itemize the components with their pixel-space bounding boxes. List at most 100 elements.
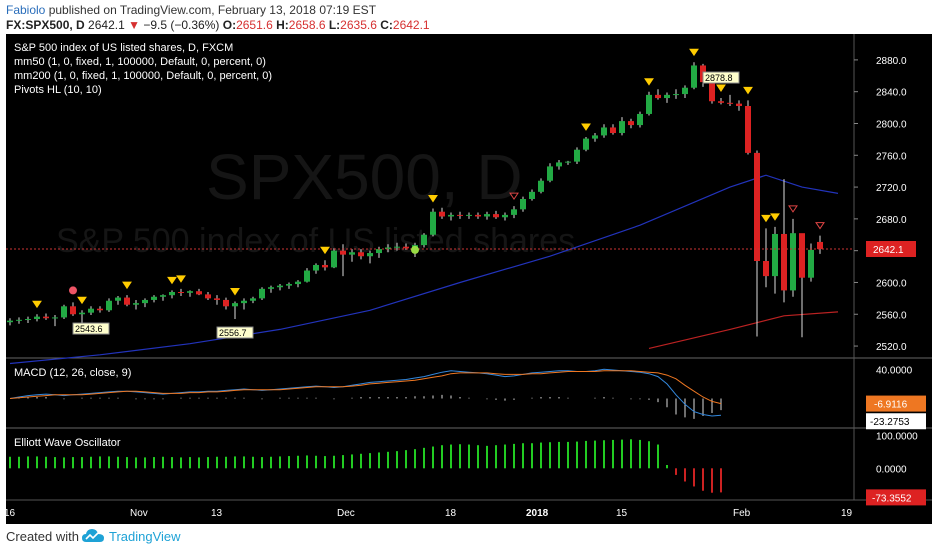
watermark-description: S&P 500 index of US listed shares: [56, 222, 575, 260]
author-link[interactable]: Fabiolo: [6, 3, 46, 17]
price-tick-label: 2600.0: [876, 278, 907, 289]
candle-up: [772, 233, 778, 277]
tradingview-brand[interactable]: TradingView: [109, 529, 181, 544]
time-tick-label: 18: [445, 508, 457, 519]
ewo-tick-label: 0.0000: [876, 464, 907, 475]
candle-down: [43, 316, 49, 319]
time-tick-label: 16: [6, 508, 16, 519]
pivot-low-label: 2556.7: [219, 328, 247, 338]
ma200-line: [648, 311, 839, 349]
candle-up: [160, 295, 166, 297]
candle-down: [745, 106, 751, 153]
publish-info: published on TradingView.com, February 1…: [48, 3, 377, 17]
candle-down: [781, 233, 787, 291]
ewo-bar-positive: [315, 455, 317, 469]
candle-up: [556, 162, 562, 167]
ewo-bar-positive: [135, 457, 137, 469]
footer-bar: Created with TradingView: [0, 524, 932, 550]
candle-down: [475, 214, 481, 217]
ewo-bar-positive: [522, 443, 524, 469]
candle-down: [493, 214, 499, 218]
low-label: L:: [328, 18, 341, 32]
ewo-bar-positive: [639, 439, 641, 469]
created-with-label: Created with: [6, 529, 79, 544]
candle-down: [97, 308, 103, 311]
ewo-bar-positive: [225, 456, 227, 469]
ewo-bar-positive: [594, 440, 596, 469]
ohlc-line: FX:SPX500, D 2642.1 ▼ −9.5 (−0.36%) O:26…: [6, 18, 430, 32]
candle-up: [385, 247, 391, 250]
candle-up: [547, 166, 553, 181]
chart-svg[interactable]: SPX500, D S&P 500 index of US listed shar…: [6, 34, 932, 524]
change-value: −9.5 (−0.36%): [143, 18, 220, 32]
signal-line: [9, 370, 722, 405]
candle-down: [457, 214, 463, 216]
price-tick-label: 2800.0: [876, 119, 907, 130]
candle-down: [439, 211, 445, 217]
ewo-bar-positive: [63, 457, 65, 469]
ewo-bar-positive: [504, 444, 506, 469]
symbol-label[interactable]: FX:SPX500, D: [6, 18, 85, 32]
candle-up: [250, 298, 256, 301]
ewo-value-tag: [866, 489, 926, 506]
legend-pivots: Pivots HL (10, 10): [14, 84, 102, 96]
candle-up: [376, 249, 382, 254]
ewo-bar-positive: [468, 444, 470, 469]
price-tick-label: 2520.0: [876, 342, 907, 353]
ewo-bar-positive: [126, 457, 128, 469]
ewo-bar-positive: [378, 452, 380, 469]
pivot-low-label-box: [72, 322, 110, 335]
candle-down: [754, 152, 760, 261]
candle-up: [592, 135, 598, 139]
candle-up: [511, 209, 517, 215]
ewo-bar-positive: [171, 457, 173, 469]
ewo-bar-positive: [198, 457, 200, 469]
candle-down: [799, 233, 805, 278]
ewo-bar-positive: [324, 456, 326, 469]
pivot-high-marker: [320, 246, 330, 255]
candle-up: [574, 149, 580, 162]
ewo-bar-negative: [711, 468, 713, 493]
candle-up: [421, 234, 427, 246]
tradingview-cloud-icon[interactable]: [82, 527, 104, 545]
macd-tick-label: 40.0000: [876, 365, 913, 376]
ewo-bar-positive: [36, 456, 38, 469]
legend-mm200: mm200 (1, 0, fixed, 1, 100000, Default, …: [14, 70, 272, 82]
candle-down: [628, 121, 634, 126]
pivot-high-marker: [122, 281, 132, 290]
ewo-bar-positive: [243, 456, 245, 469]
pivot-high-marker: [743, 86, 753, 95]
time-tick-label: Feb: [733, 508, 751, 519]
header-bar: Fabiolo published on TradingView.com, Fe…: [0, 0, 932, 34]
candle-down: [655, 94, 661, 99]
ewo-bar-positive: [108, 456, 110, 469]
macd-value-tag: [866, 413, 926, 430]
ewo-value-label: -73.3552: [872, 493, 912, 504]
candle-down: [178, 292, 184, 293]
chart-area[interactable]: SPX500, D S&P 500 index of US listed shar…: [6, 34, 932, 524]
candle-up: [520, 199, 526, 210]
ewo-bar-positive: [144, 457, 146, 469]
pivot-high-label: 2878.8: [702, 71, 740, 84]
ewo-bar-positive: [234, 456, 236, 469]
ma50-line: [9, 174, 839, 365]
time-tick-label: 15: [616, 508, 628, 519]
candle-up: [142, 299, 148, 304]
ewo-bar-positive: [117, 456, 119, 469]
candle-up: [79, 312, 85, 315]
ewo-bar-positive: [72, 457, 74, 469]
time-tick-label: 2018: [526, 508, 549, 519]
candle-up: [637, 113, 643, 126]
macd-signal-value: -6.9116: [874, 400, 908, 411]
ewo-bar-positive: [162, 456, 164, 469]
time-tick-label: 13: [211, 508, 223, 519]
candle-up: [790, 233, 796, 291]
ewo-bar-positive: [90, 456, 92, 469]
ewo-bar-positive: [369, 453, 371, 469]
ewo-bar-positive: [459, 444, 461, 469]
ewo-bar-positive: [54, 457, 56, 469]
ewo-bar-positive: [603, 440, 605, 469]
candle-up: [151, 296, 157, 300]
ewo-bar-positive: [531, 443, 533, 469]
ewo-bar-positive: [414, 449, 416, 469]
